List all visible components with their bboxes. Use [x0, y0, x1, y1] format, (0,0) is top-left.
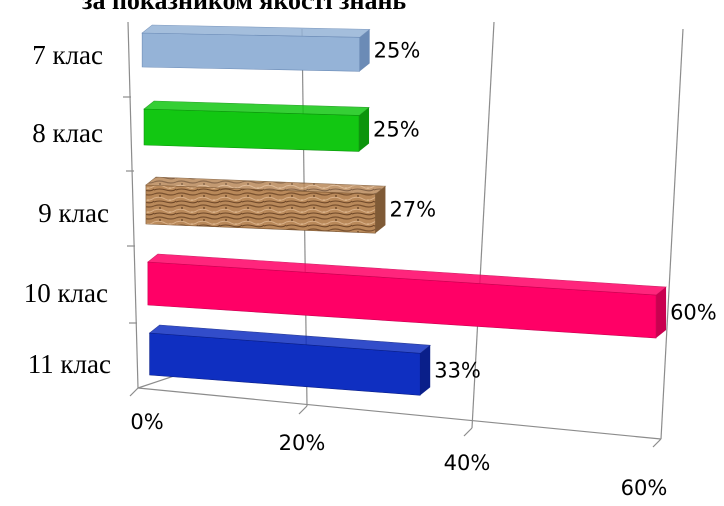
- bar-end: [359, 107, 370, 152]
- gridline: [127, 21, 139, 389]
- data-label: 25%: [373, 117, 420, 141]
- x-tick-mark: [463, 427, 473, 437]
- bar-end: [656, 287, 667, 339]
- x-tick-label: 40%: [444, 451, 491, 475]
- category-labels: 7 клас 8 клас 9 клас 10 клас 11 клас: [24, 40, 111, 379]
- x-tick-mark: [652, 438, 662, 448]
- x-tick-label: 20%: [279, 431, 326, 455]
- chart-title: за показником якості знань: [82, 0, 406, 15]
- data-label: 25%: [374, 38, 421, 62]
- bar-front: [141, 32, 360, 72]
- bar-end: [375, 186, 386, 234]
- x-tick-mark: [298, 405, 308, 415]
- data-label: 33%: [434, 358, 481, 382]
- bar: [141, 24, 371, 72]
- bar-end: [359, 29, 370, 72]
- bar-front: [143, 108, 360, 152]
- x-tick-labels: 0% 20% 40% 60%: [130, 410, 667, 500]
- category-label: 8 клас: [32, 118, 103, 148]
- x-tick-label: 0%: [130, 410, 163, 434]
- x-tick-mark: [129, 387, 139, 397]
- bar: [143, 100, 370, 152]
- data-labels: 25% 25% 27% 60% 33%: [373, 38, 717, 382]
- gridline: [471, 21, 495, 429]
- x-tick-label: 60%: [621, 476, 668, 500]
- category-label: 7 клас: [32, 40, 103, 70]
- bar: [148, 324, 431, 396]
- bars: [141, 24, 667, 396]
- plot-frame: [123, 21, 684, 448]
- category-label: 11 клас: [28, 349, 111, 379]
- data-label: 27%: [389, 198, 436, 222]
- bar: [145, 176, 387, 234]
- data-label: 60%: [670, 301, 717, 325]
- bar-end: [420, 345, 431, 396]
- category-label: 10 клас: [24, 278, 108, 308]
- bar: [147, 253, 667, 339]
- gridline: [660, 28, 684, 440]
- category-label: 9 клас: [38, 198, 109, 228]
- floor-edge: [137, 387, 662, 440]
